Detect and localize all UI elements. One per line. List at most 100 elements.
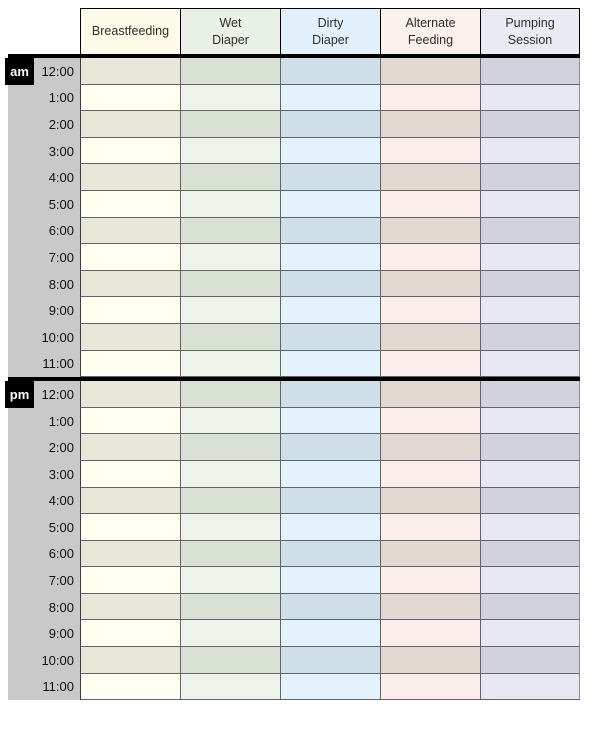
tracking-cell-wet-diaper (180, 58, 280, 85)
pm-badge: pm (5, 381, 34, 408)
tracking-cell-alternate-feeding (380, 460, 480, 488)
time-cell: 5:00 (8, 514, 80, 541)
time-cell: 3:00 (8, 460, 80, 488)
tracking-cell-dirty-diaper (280, 190, 380, 218)
tracking-cell-dirty-diaper (280, 593, 380, 621)
tracking-cell-alternate-feeding (380, 190, 480, 218)
tracking-cell-pumping-session (480, 647, 580, 674)
tracking-cell-alternate-feeding (380, 593, 480, 621)
time-cell: 10:00 (8, 647, 80, 674)
time-label: 3:00 (48, 466, 74, 482)
tracking-cell-breastfeeding (80, 323, 180, 351)
tracking-cell-dirty-diaper (280, 217, 380, 245)
time-label: 11:00 (42, 679, 74, 695)
tracking-cell-dirty-diaper (280, 58, 380, 85)
table-row: 4:00 (8, 164, 580, 191)
tracking-cell-dirty-diaper (280, 244, 380, 271)
time-cell: 11:00 (8, 350, 80, 378)
table-row: pm 12:00 (5, 381, 580, 408)
tracking-cell-alternate-feeding (380, 434, 480, 461)
tracking-cell-wet-diaper (180, 567, 280, 594)
time-label: 4:00 (48, 493, 74, 509)
column-header-dirty-diaper: Dirty Diaper (280, 8, 380, 54)
tracking-cell-breastfeeding (80, 487, 180, 515)
section-pm: pm 12:00 1:00 2:00 3:00 4:00 5:00 6:00 7:00 8:00 9… (5, 377, 580, 701)
tracking-cell-pumping-session (480, 111, 580, 138)
tracking-cell-wet-diaper (180, 514, 280, 541)
time-cell: 2:00 (8, 111, 80, 138)
tracking-cell-pumping-session (480, 164, 580, 191)
tracking-cell-pumping-session (480, 217, 580, 245)
tracking-cell-dirty-diaper (280, 297, 380, 324)
tracking-cell-alternate-feeding (380, 673, 480, 701)
tracking-cell-dirty-diaper (280, 137, 380, 165)
tracking-cell-dirty-diaper (280, 407, 380, 435)
tracking-cell-alternate-feeding (380, 567, 480, 594)
time-cell: 4:00 (8, 487, 80, 515)
tracking-cell-dirty-diaper (280, 673, 380, 701)
table-row: 10:00 (8, 647, 580, 674)
tracking-cell-wet-diaper (180, 84, 280, 112)
time-cell: 7:00 (8, 244, 80, 271)
tracking-cell-alternate-feeding (380, 164, 480, 191)
table-row: 8:00 (8, 593, 580, 621)
tracking-cell-breastfeeding (80, 434, 180, 461)
column-header-alternate-feeding: Alternate Feeding (380, 8, 480, 54)
tracking-cell-breastfeeding (80, 673, 180, 701)
table-row: 3:00 (8, 137, 580, 165)
table-row: 7:00 (8, 244, 580, 271)
tracking-cell-wet-diaper (180, 270, 280, 298)
tracking-cell-alternate-feeding (380, 270, 480, 298)
tracking-cell-breastfeeding (80, 381, 180, 408)
tracking-cell-breastfeeding (80, 350, 180, 378)
time-cell: 6:00 (8, 217, 80, 245)
tracking-cell-pumping-session (480, 460, 580, 488)
tracking-cell-pumping-session (480, 270, 580, 298)
tracking-cell-pumping-session (480, 350, 580, 378)
section-am: am 12:00 1:00 2:00 3:00 4:00 5:00 6:00 7:00 8:00 9… (5, 54, 580, 378)
tracking-cell-pumping-session (480, 487, 580, 515)
table-row: 8:00 (8, 270, 580, 298)
table-row: 5:00 (8, 190, 580, 218)
time-label: 4:00 (48, 170, 74, 186)
tracking-cell-pumping-session (480, 673, 580, 701)
time-cell: 1:00 (8, 84, 80, 112)
gutter-spacer (8, 8, 80, 54)
time-label: 10:00 (41, 329, 74, 345)
tracking-cell-pumping-session (480, 434, 580, 461)
time-cell: 3:00 (8, 137, 80, 165)
tracking-cell-alternate-feeding (380, 58, 480, 85)
time-cell: 9:00 (8, 297, 80, 324)
time-label: 11:00 (42, 356, 74, 372)
tracking-cell-alternate-feeding (380, 407, 480, 435)
time-label: 7:00 (48, 249, 74, 265)
time-cell: 6:00 (8, 540, 80, 568)
tracking-cell-wet-diaper (180, 297, 280, 324)
column-header-wet-diaper: Wet Diaper (180, 8, 280, 54)
tracking-cell-breastfeeding (80, 270, 180, 298)
tracking-cell-alternate-feeding (380, 514, 480, 541)
tracking-cell-dirty-diaper (280, 567, 380, 594)
time-label: 6:00 (48, 546, 74, 562)
tracking-cell-wet-diaper (180, 593, 280, 621)
tracking-cell-breastfeeding (80, 137, 180, 165)
tracking-cell-wet-diaper (180, 487, 280, 515)
time-cell: 7:00 (8, 567, 80, 594)
tracking-cell-dirty-diaper (280, 460, 380, 488)
time-label: 9:00 (48, 626, 74, 642)
table-row: 4:00 (8, 487, 580, 515)
tracking-cell-alternate-feeding (380, 487, 480, 515)
tracking-cell-breastfeeding (80, 111, 180, 138)
tracking-cell-pumping-session (480, 323, 580, 351)
tracking-cell-pumping-session (480, 593, 580, 621)
tracking-cell-breastfeeding (80, 567, 180, 594)
table-row: 6:00 (8, 540, 580, 568)
column-header-pumping-session: Pumping Session (480, 8, 580, 54)
time-label: 2:00 (48, 440, 74, 456)
tracking-cell-alternate-feeding (380, 244, 480, 271)
tracking-cell-alternate-feeding (380, 217, 480, 245)
time-label: 6:00 (48, 223, 74, 239)
tracking-cell-alternate-feeding (380, 84, 480, 112)
tracking-cell-wet-diaper (180, 434, 280, 461)
tracking-cell-wet-diaper (180, 540, 280, 568)
